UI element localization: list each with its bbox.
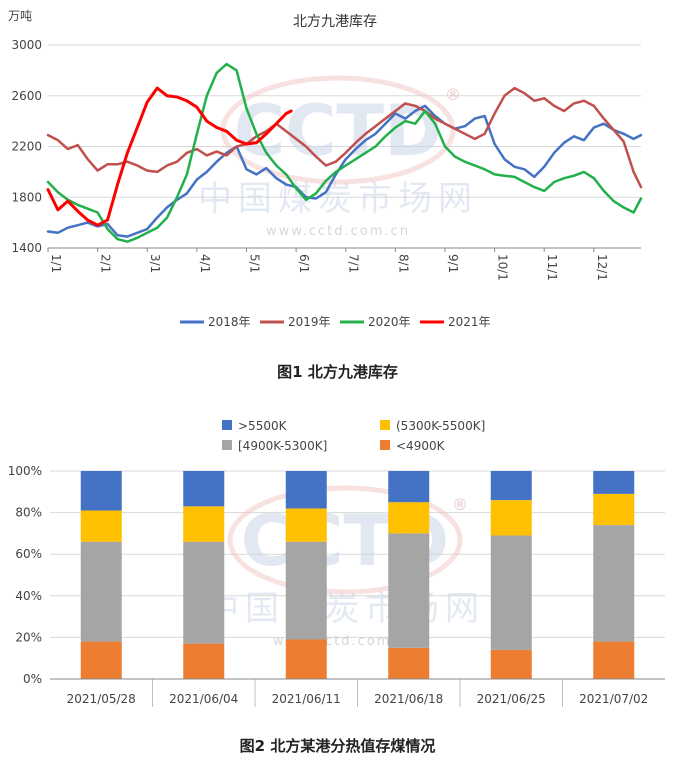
bar-segment	[593, 525, 635, 642]
bar-segment	[285, 541, 327, 640]
x-tick-label: 2/1	[99, 254, 113, 273]
y-tick-label: 20%	[15, 630, 42, 644]
series-lines	[46, 62, 643, 243]
y-tick-label: 100%	[8, 464, 42, 478]
watermark-registered-mark: ®	[445, 85, 461, 104]
bar-segment	[490, 500, 532, 536]
y-tick-label: 1800	[11, 190, 42, 204]
x-tick-label: 5/1	[247, 254, 261, 273]
legend-label: 2020年	[368, 315, 411, 329]
y-axis-ticks: 0% 20% 40% 60% 80% 100%	[8, 464, 42, 686]
chart-title: 北方九港库存	[293, 14, 377, 30]
x-tick-label: 1/1	[49, 254, 63, 273]
bar-segment	[183, 541, 225, 644]
bar-segment	[388, 647, 430, 679]
y-tick-label: 2600	[11, 89, 42, 103]
y-tick-label: 0%	[23, 672, 42, 686]
bar-segment	[285, 471, 327, 509]
legend-label: (5300K-5500K]	[396, 419, 485, 433]
legend-swatch	[380, 420, 390, 430]
y-axis-ticks: 1400 1800 2200 2600 3000	[11, 38, 42, 255]
y-tick-label: 2200	[11, 140, 42, 154]
bar-segment	[593, 493, 635, 526]
legend-label: <4900K	[396, 439, 446, 453]
watermark-cn-text: 中国煤炭市场网	[198, 179, 478, 219]
bars	[80, 471, 635, 679]
bar-segment	[285, 508, 327, 542]
series-line-2021年	[46, 86, 293, 227]
x-tick-label: 2021/06/18	[374, 692, 443, 706]
y-tick-label: 60%	[15, 547, 42, 561]
legend: >5500K (5300K-5500K] [4900K-5300K] <4900K	[222, 419, 485, 453]
bar-segment	[388, 502, 430, 534]
x-axis-ticks: 2021/05/28 2021/06/04 2021/06/11 2021/06/18…	[50, 678, 665, 707]
watermark-url: www.cctd.com.cn	[266, 224, 410, 239]
bar-segment	[183, 643, 225, 679]
x-axis-ticks: 1/1 2/1 3/1 4/1 5/1 6/1 7/1 8/1 9/1 10/1 11/1 12/1	[47, 248, 609, 281]
watermark-cn-text: 中国煤炭市场网	[205, 589, 485, 629]
y-tick-label: 1400	[11, 241, 42, 255]
x-tick-label: 10/1	[496, 254, 510, 281]
legend: 2018年 2019年 2020年 2021年	[180, 315, 491, 329]
line-chart: 北方九港库存 万吨 1400 1800 2200 2600 3000 1/1 2/1 3/1…	[8, 9, 643, 329]
series-line-2020年	[46, 62, 643, 243]
bar-segment	[80, 471, 122, 511]
bar-segment	[388, 471, 430, 503]
x-tick-label: 6/1	[297, 254, 311, 273]
bar-segment	[490, 649, 532, 679]
figure-2-caption: 图2 北方某港分热值存煤情况	[239, 737, 436, 755]
bar-segment	[80, 510, 122, 542]
bar-segment	[593, 471, 635, 494]
legend-label: 2021年	[448, 315, 491, 329]
x-tick-label: 11/1	[545, 254, 559, 281]
bar-segment	[80, 641, 122, 679]
legend-label: 2019年	[288, 315, 331, 329]
legend-label: [4900K-5300K]	[238, 439, 327, 453]
bar-segment	[183, 506, 225, 542]
watermark-registered-mark: ®	[452, 495, 468, 514]
legend-swatch	[222, 440, 232, 450]
bar-segment	[490, 535, 532, 650]
legend-swatch	[380, 440, 390, 450]
x-tick-label: 8/1	[396, 254, 410, 273]
series-line-2019年	[46, 86, 643, 189]
bar-segment	[490, 471, 532, 501]
x-tick-label: 2021/07/02	[579, 692, 648, 706]
bar-segment	[80, 541, 122, 642]
x-tick-label: 9/1	[446, 254, 460, 273]
x-tick-label: 2021/05/28	[67, 692, 136, 706]
bar-segment	[285, 639, 327, 679]
x-tick-label: 7/1	[347, 254, 361, 273]
x-tick-label: 4/1	[198, 254, 212, 273]
series-line-2018年	[46, 104, 643, 238]
x-tick-label: 2021/06/11	[272, 692, 341, 706]
legend-label: 2018年	[208, 315, 251, 329]
y-tick-label: 40%	[15, 589, 42, 603]
figure-1-caption: 图1 北方九港库存	[277, 363, 398, 381]
x-tick-label: 3/1	[148, 254, 162, 273]
x-tick-label: 2021/06/04	[169, 692, 238, 706]
stacked-bar-chart: >5500K (5300K-5500K] [4900K-5300K] <4900K 0…	[8, 419, 665, 707]
legend-label: >5500K	[238, 419, 288, 433]
y-axis-unit-label: 万吨	[8, 9, 32, 23]
x-tick-label: 12/1	[595, 254, 609, 281]
bar-segment	[388, 533, 430, 648]
y-tick-label: 3000	[11, 38, 42, 52]
y-tick-label: 80%	[15, 506, 42, 520]
bar-segment	[593, 641, 635, 679]
x-tick-label: 2021/06/25	[477, 692, 546, 706]
watermark-ring	[227, 485, 463, 595]
bar-segment	[183, 471, 225, 507]
legend-swatch	[222, 420, 232, 430]
